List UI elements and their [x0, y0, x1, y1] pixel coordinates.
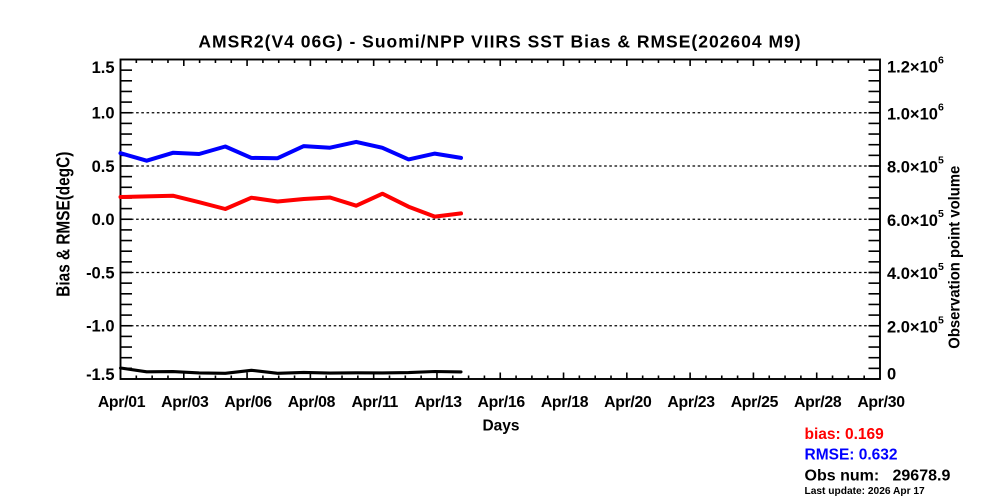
svg-text:1.5: 1.5 [92, 59, 115, 77]
svg-text:1.0×106: 1.0×106 [887, 101, 944, 123]
svg-text:Apr/08: Apr/08 [288, 394, 336, 411]
svg-text:0.0: 0.0 [92, 211, 115, 229]
svg-text:Apr/03: Apr/03 [161, 394, 209, 411]
svg-text:2.0×105: 2.0×105 [887, 314, 944, 336]
svg-text:-0.5: -0.5 [86, 264, 114, 282]
svg-text:Observation point volume: Observation point volume [947, 166, 964, 349]
svg-text:Obs num: 29678.9: Obs num: 29678.9 [805, 468, 951, 485]
svg-text:Apr/06: Apr/06 [224, 394, 272, 411]
svg-text:Apr/23: Apr/23 [667, 394, 715, 411]
svg-text:RMSE: 0.632: RMSE: 0.632 [805, 446, 898, 463]
svg-text:6.0×105: 6.0×105 [887, 208, 944, 230]
svg-text:AMSR2(V4 06G) - Suomi/NPP VIIR: AMSR2(V4 06G) - Suomi/NPP VIIRS SST Bias… [198, 31, 801, 51]
svg-text:0.5: 0.5 [92, 158, 115, 176]
svg-text:Apr/13: Apr/13 [414, 394, 462, 411]
svg-text:-1.0: -1.0 [86, 318, 114, 336]
svg-text:-1.5: -1.5 [86, 366, 114, 384]
svg-text:1.0: 1.0 [92, 105, 115, 123]
svg-text:Apr/16: Apr/16 [478, 394, 526, 411]
svg-text:Apr/30: Apr/30 [857, 394, 905, 411]
svg-text:Last update: 2026 Apr 17: Last update: 2026 Apr 17 [805, 486, 926, 497]
svg-text:Days: Days [482, 418, 519, 435]
svg-text:Apr/28: Apr/28 [794, 394, 842, 411]
svg-text:Apr/20: Apr/20 [604, 394, 652, 411]
svg-text:Apr/18: Apr/18 [541, 394, 589, 411]
svg-text:Apr/25: Apr/25 [731, 394, 779, 411]
svg-text:bias: 0.169: bias: 0.169 [805, 426, 885, 443]
svg-text:0: 0 [887, 365, 896, 383]
svg-text:1.2×106: 1.2×106 [887, 54, 944, 76]
svg-text:8.0×105: 8.0×105 [887, 155, 944, 177]
svg-text:Bias & RMSE(degC): Bias & RMSE(degC) [54, 152, 74, 297]
svg-text:Apr/01: Apr/01 [98, 394, 146, 411]
svg-text:Apr/11: Apr/11 [351, 394, 398, 411]
svg-text:4.0×105: 4.0×105 [887, 261, 944, 283]
